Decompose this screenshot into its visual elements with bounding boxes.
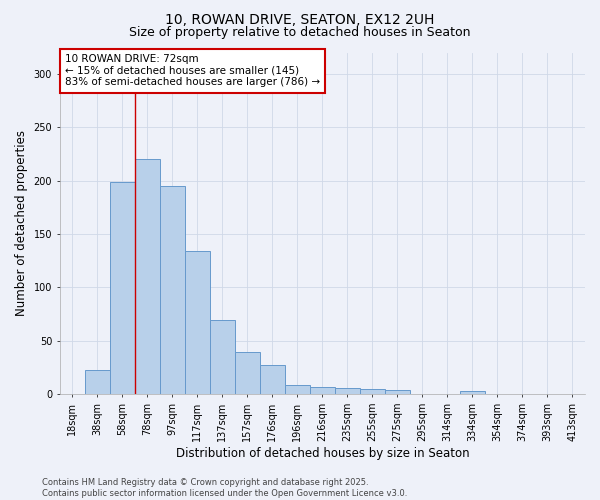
- Bar: [85, 370, 110, 394]
- Bar: [160, 186, 185, 394]
- Bar: [335, 388, 360, 394]
- Bar: [185, 251, 210, 394]
- Bar: [235, 352, 260, 395]
- X-axis label: Distribution of detached houses by size in Seaton: Distribution of detached houses by size …: [176, 447, 469, 460]
- Text: 10, ROWAN DRIVE, SEATON, EX12 2UH: 10, ROWAN DRIVE, SEATON, EX12 2UH: [166, 12, 434, 26]
- Text: Contains HM Land Registry data © Crown copyright and database right 2025.
Contai: Contains HM Land Registry data © Crown c…: [42, 478, 407, 498]
- Bar: [385, 390, 410, 394]
- Text: Size of property relative to detached houses in Seaton: Size of property relative to detached ho…: [129, 26, 471, 39]
- Bar: [285, 384, 310, 394]
- Bar: [110, 182, 135, 394]
- Y-axis label: Number of detached properties: Number of detached properties: [15, 130, 28, 316]
- Bar: [360, 389, 385, 394]
- Bar: [260, 366, 285, 394]
- Bar: [210, 320, 235, 394]
- Text: 10 ROWAN DRIVE: 72sqm
← 15% of detached houses are smaller (145)
83% of semi-det: 10 ROWAN DRIVE: 72sqm ← 15% of detached …: [65, 54, 320, 88]
- Bar: [135, 160, 160, 394]
- Bar: [460, 391, 485, 394]
- Bar: [310, 387, 335, 394]
